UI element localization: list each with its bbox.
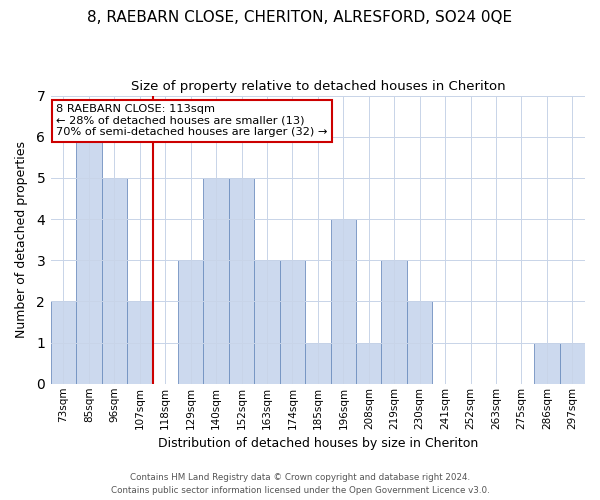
Bar — [534, 342, 560, 384]
Bar — [178, 260, 203, 384]
Bar — [331, 219, 356, 384]
Bar — [203, 178, 229, 384]
Bar — [382, 260, 407, 384]
Bar — [280, 260, 305, 384]
Y-axis label: Number of detached properties: Number of detached properties — [15, 141, 28, 338]
Title: Size of property relative to detached houses in Cheriton: Size of property relative to detached ho… — [131, 80, 505, 93]
Bar — [76, 136, 101, 384]
Bar — [51, 302, 76, 384]
Text: 8, RAEBARN CLOSE, CHERITON, ALRESFORD, SO24 0QE: 8, RAEBARN CLOSE, CHERITON, ALRESFORD, S… — [88, 10, 512, 25]
Bar — [560, 342, 585, 384]
X-axis label: Distribution of detached houses by size in Cheriton: Distribution of detached houses by size … — [158, 437, 478, 450]
Text: Contains HM Land Registry data © Crown copyright and database right 2024.
Contai: Contains HM Land Registry data © Crown c… — [110, 474, 490, 495]
Text: 8 RAEBARN CLOSE: 113sqm
← 28% of detached houses are smaller (13)
70% of semi-de: 8 RAEBARN CLOSE: 113sqm ← 28% of detache… — [56, 104, 328, 138]
Bar — [254, 260, 280, 384]
Bar — [407, 302, 433, 384]
Bar — [305, 342, 331, 384]
Bar — [229, 178, 254, 384]
Bar — [101, 178, 127, 384]
Bar — [356, 342, 382, 384]
Bar — [127, 302, 152, 384]
